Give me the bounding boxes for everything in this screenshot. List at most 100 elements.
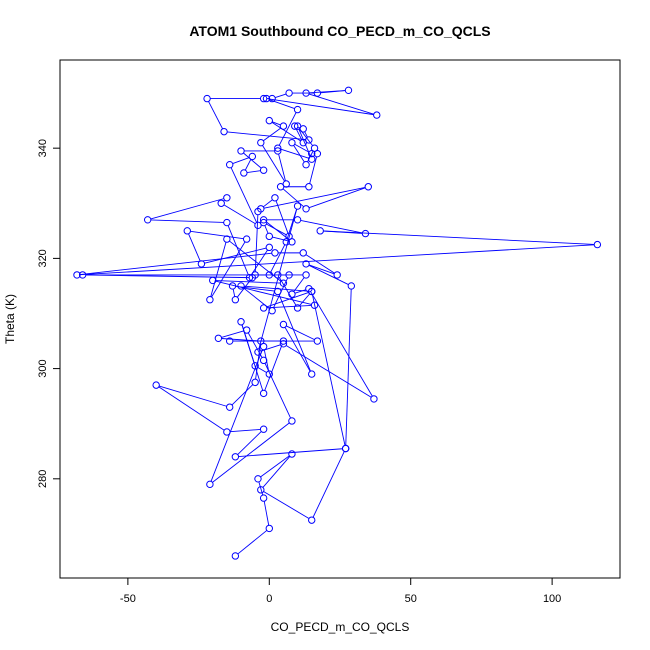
series-segment <box>270 244 286 273</box>
data-point <box>73 271 81 279</box>
series-segment <box>295 128 303 141</box>
data-point <box>217 199 225 207</box>
data-point <box>341 444 350 453</box>
data-point <box>265 271 273 279</box>
series-segment <box>230 167 258 223</box>
series-segment <box>80 252 272 276</box>
data-point <box>223 194 231 202</box>
series-segment <box>257 367 267 373</box>
series-segment <box>263 501 270 526</box>
data-point <box>254 348 262 356</box>
data-point <box>274 144 282 152</box>
data-point <box>293 304 302 312</box>
series-segment <box>309 90 346 94</box>
x-tick-label: 0 <box>266 593 272 605</box>
series-segment <box>312 451 345 518</box>
series-segment <box>263 199 273 208</box>
series-segment <box>227 131 306 141</box>
series-segment <box>150 219 224 223</box>
series-segment <box>278 153 286 182</box>
series-segment <box>293 277 305 292</box>
series-segment <box>188 233 201 262</box>
data-point <box>265 524 273 533</box>
data-point <box>279 320 288 329</box>
data-point <box>293 216 302 224</box>
series-segment <box>246 170 261 173</box>
data-point <box>293 105 302 114</box>
data-point <box>347 282 356 290</box>
data-point <box>288 417 296 425</box>
data-point <box>251 378 259 387</box>
data-point <box>251 271 259 279</box>
series-segment <box>300 220 363 234</box>
data-point <box>259 356 268 365</box>
series-segment <box>235 285 275 292</box>
data-point <box>302 205 310 213</box>
series-segment <box>275 200 289 234</box>
data-point <box>259 94 268 103</box>
data-point <box>228 282 237 290</box>
series-segment <box>294 143 310 153</box>
data-point <box>308 155 316 163</box>
series-segment <box>211 241 246 298</box>
series-segment <box>279 277 297 306</box>
series-segment <box>275 93 287 99</box>
data-point <box>285 89 293 97</box>
y-tick-label: 300 <box>37 359 49 377</box>
data-point <box>248 152 257 161</box>
data-point <box>313 89 322 97</box>
series-segment <box>263 491 310 519</box>
series-segment <box>232 288 236 297</box>
series-segment <box>237 530 268 555</box>
series-segment <box>262 456 291 488</box>
series-segment <box>85 274 250 279</box>
data-point <box>308 370 316 378</box>
series-segment <box>232 157 250 165</box>
series-segment <box>286 325 315 341</box>
data-point <box>265 232 273 241</box>
data-point <box>268 307 276 315</box>
series-segment <box>286 208 298 239</box>
data-point <box>259 494 268 502</box>
series-segment <box>263 127 282 142</box>
series-segment <box>210 242 227 297</box>
data-point <box>316 227 324 235</box>
data-point <box>265 370 273 378</box>
series-segment <box>264 225 269 234</box>
series-segment <box>223 204 256 225</box>
series-segment <box>215 280 281 284</box>
data-point <box>223 235 231 243</box>
series-segment <box>241 324 264 391</box>
x-tick-label: 50 <box>405 593 417 605</box>
series-segment <box>258 209 298 350</box>
series-segment <box>227 225 249 275</box>
data-point <box>259 216 268 224</box>
data-point <box>259 389 268 398</box>
data-point <box>276 183 285 191</box>
series-segment <box>269 98 374 116</box>
data-point <box>364 183 372 191</box>
data-point <box>308 516 316 524</box>
series-segment <box>190 230 244 240</box>
data-point <box>223 428 231 436</box>
data-point <box>305 136 313 144</box>
data-point <box>279 337 288 345</box>
data-point <box>279 279 288 287</box>
data-point <box>271 249 279 257</box>
data-point <box>231 296 240 304</box>
data-point <box>78 271 87 279</box>
data-point <box>305 284 313 293</box>
data-point <box>373 111 381 119</box>
data-point <box>370 395 378 403</box>
series-segment <box>285 345 372 398</box>
data-point <box>225 337 234 345</box>
series-segment <box>158 386 225 431</box>
data-point <box>242 326 251 334</box>
series-segment <box>243 152 262 169</box>
data-point <box>274 287 282 296</box>
data-point <box>302 89 310 97</box>
data-point <box>257 138 265 147</box>
series-segment <box>80 244 595 276</box>
